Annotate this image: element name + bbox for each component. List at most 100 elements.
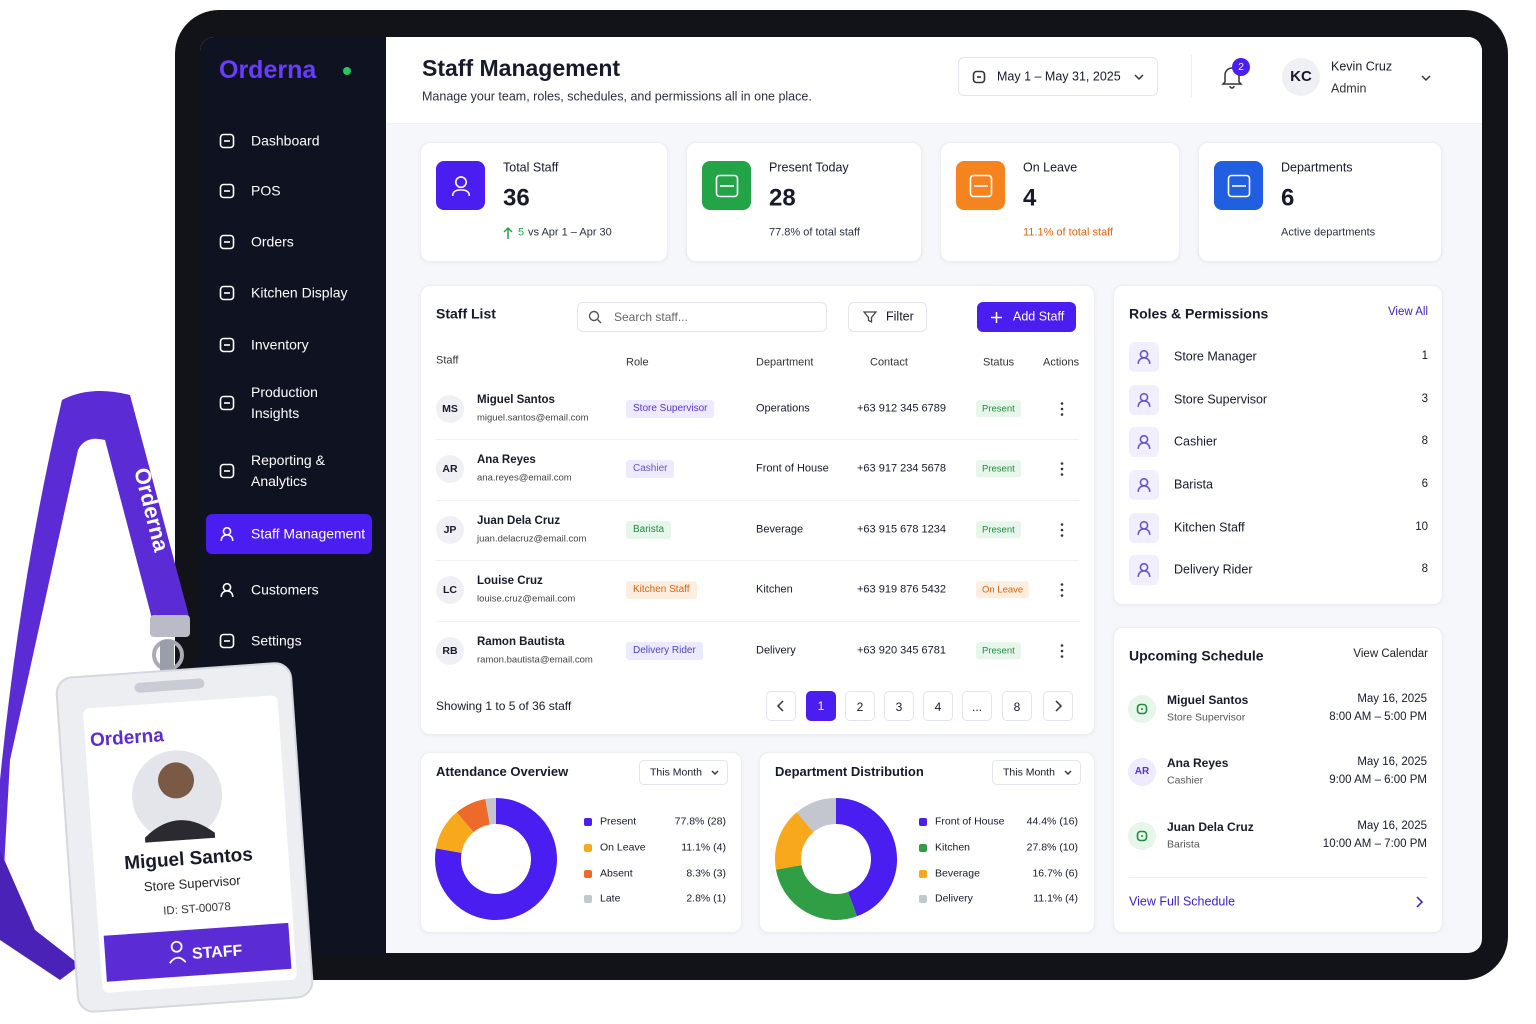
schedule-role: Barista [1167, 838, 1200, 851]
nav-item[interactable]: Customers [251, 581, 319, 598]
icon [451, 175, 470, 196]
legend-value: 77.8% (28) [674, 815, 726, 828]
page-btn[interactable] [1043, 691, 1073, 721]
filter-btn[interactable] [848, 302, 927, 332]
icon [219, 395, 235, 411]
page-btn[interactable]: 1 [806, 691, 836, 721]
icon [1136, 830, 1148, 842]
staff-avatar: JP [436, 516, 464, 544]
actions-menu[interactable] [1059, 461, 1065, 477]
icon [1227, 174, 1250, 197]
staff-email: louise.cruz@email.com [477, 593, 576, 605]
page-btn[interactable]: ... [962, 691, 992, 721]
icon [972, 70, 986, 84]
role-pill: Store Supervisor [626, 400, 715, 418]
row-divider [436, 500, 1079, 501]
nav-item[interactable]: Inventory [251, 336, 309, 353]
badge-tag: STAFF [191, 942, 243, 963]
legend-swatch [584, 844, 592, 852]
role-name: Kitchen Staff [1174, 520, 1245, 535]
nav-item[interactable]: Settings [251, 632, 302, 649]
avatar: KC [1282, 58, 1320, 96]
donut-segment [835, 798, 897, 917]
nav-item[interactable]: POS [251, 182, 281, 199]
nav-item[interactable]: Staff Management [251, 525, 366, 542]
staff-contact: +63 915 678 1234 [857, 523, 947, 536]
status-pill: Present [976, 521, 1021, 539]
staff-avatar: MS [436, 395, 464, 423]
nav-item[interactable]: Orders [251, 233, 294, 250]
column-header: Status [983, 356, 1015, 369]
filter-label: Filter [886, 309, 914, 324]
nav-item[interactable]: Kitchen Display [251, 284, 348, 301]
legend-label: Beverage [935, 867, 980, 880]
legend-label: Delivery [935, 892, 973, 905]
staff-department: Front of House [756, 462, 829, 475]
legend-value: 11.1% (4) [1033, 892, 1078, 905]
actions-menu[interactable] [1059, 582, 1065, 598]
icon [220, 526, 234, 541]
schedule-name: Juan Dela Cruz [1167, 819, 1254, 834]
staff-name: Miguel Santos [477, 394, 555, 407]
nav-item[interactable]: Production Insights [251, 384, 318, 421]
badge-role: Store Supervisor [143, 873, 241, 895]
user-role: Admin [1331, 81, 1367, 96]
filter-icon [863, 311, 877, 324]
view-calendar[interactable]: View Calendar [1353, 648, 1428, 661]
status-pill: Present [976, 400, 1021, 418]
view-all[interactable]: View All [1387, 306, 1428, 319]
page-btn[interactable]: 3 [884, 691, 914, 721]
user-name: Kevin Cruz [1331, 59, 1393, 74]
column-header: Staff [436, 354, 459, 367]
actions-menu[interactable] [1059, 522, 1065, 538]
search-box[interactable] [577, 302, 827, 332]
page-btn[interactable]: 4 [923, 691, 953, 721]
staff-department: Operations [756, 402, 810, 415]
staff-email: juan.delacruz@email.com [477, 533, 587, 545]
status-dot [343, 67, 351, 75]
legend-swatch [919, 870, 927, 878]
icon [1137, 392, 1151, 407]
legend-label: Late [600, 892, 621, 905]
role-count: 8 [1421, 435, 1428, 448]
period-label: This Month [1003, 766, 1055, 779]
page-btn[interactable]: 8 [1002, 691, 1032, 721]
stat-label: Present Today [769, 160, 849, 175]
staff-name: Juan Dela Cruz [477, 515, 561, 528]
role-pill: Barista [626, 521, 672, 539]
schedule-link[interactable]: View Full Schedule [1129, 894, 1236, 909]
nav-item[interactable]: Dashboard [251, 132, 320, 149]
page-title: Staff Management [422, 55, 621, 82]
legend-label: Front of House [935, 815, 1005, 828]
link-arrow [1416, 896, 1424, 908]
search-placeholder: Search staff... [614, 309, 688, 324]
icon [1136, 703, 1148, 715]
role-pill: Kitchen Staff [626, 581, 697, 599]
actions-menu[interactable] [1059, 401, 1065, 417]
donut-segment [485, 798, 497, 825]
page-btn[interactable]: 2 [845, 691, 875, 721]
date-range: May 1 – May 31, 2025 [997, 69, 1121, 84]
stat-value: 28 [769, 184, 796, 212]
column-header: Department [756, 356, 814, 369]
arrow-up [503, 226, 513, 239]
next-icon [1055, 700, 1063, 712]
schedule-role: Store Supervisor [1167, 711, 1246, 724]
legend-label: Absent [600, 867, 633, 880]
stat-note: vs Apr 1 – Apr 30 [528, 226, 612, 239]
staff-email: miguel.santos@email.com [477, 412, 589, 424]
actions-menu[interactable] [1059, 643, 1065, 659]
period-select[interactable] [639, 760, 728, 785]
schedule-date: May 16, 2025 [1357, 756, 1427, 769]
nav-item[interactable]: Reporting & Analytics [251, 452, 325, 489]
donut-segment [775, 864, 858, 920]
role-count: 3 [1421, 393, 1428, 406]
icon [219, 337, 235, 353]
date-picker[interactable] [958, 57, 1158, 96]
nav-active[interactable] [206, 514, 372, 554]
column-header: Actions [1043, 356, 1080, 369]
legend-label: On Leave [600, 841, 646, 854]
page-btn[interactable] [766, 691, 796, 721]
notif-badge[interactable]: 2 [1232, 58, 1250, 76]
